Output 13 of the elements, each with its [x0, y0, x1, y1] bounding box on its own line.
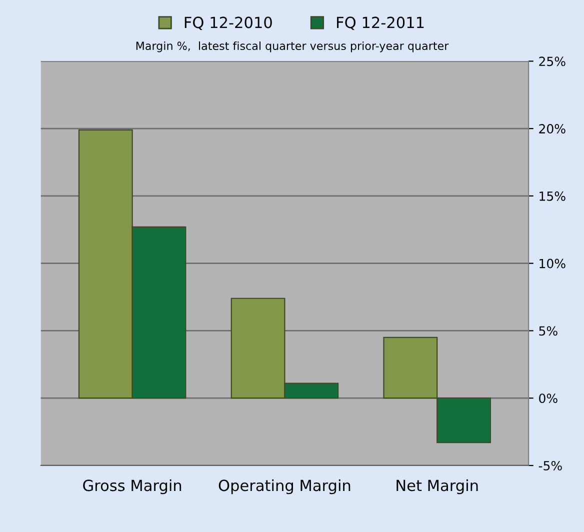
legend-label: FQ 12-2011 — [337, 16, 424, 30]
y-tick-label: 20% — [539, 124, 566, 134]
y-tick-label: 15% — [540, 191, 566, 201]
x-tick-label: Gross Margin — [83, 479, 182, 494]
x-tick-label: Operating Margin — [218, 479, 350, 494]
y-tick-label: 0% — [539, 394, 558, 404]
y-tick-label: 25% — [539, 56, 566, 66]
legend-label: FQ 12-2010 — [184, 16, 272, 30]
y-tick-label: -5% — [538, 460, 562, 470]
y-tick-label: 5% — [539, 326, 558, 336]
x-tick-label: Net Margin — [396, 479, 478, 494]
y-tick-label: 10% — [540, 258, 566, 268]
chart-title: Margin %, latest fiscal quarter versus prior-year quarter — [136, 41, 449, 52]
